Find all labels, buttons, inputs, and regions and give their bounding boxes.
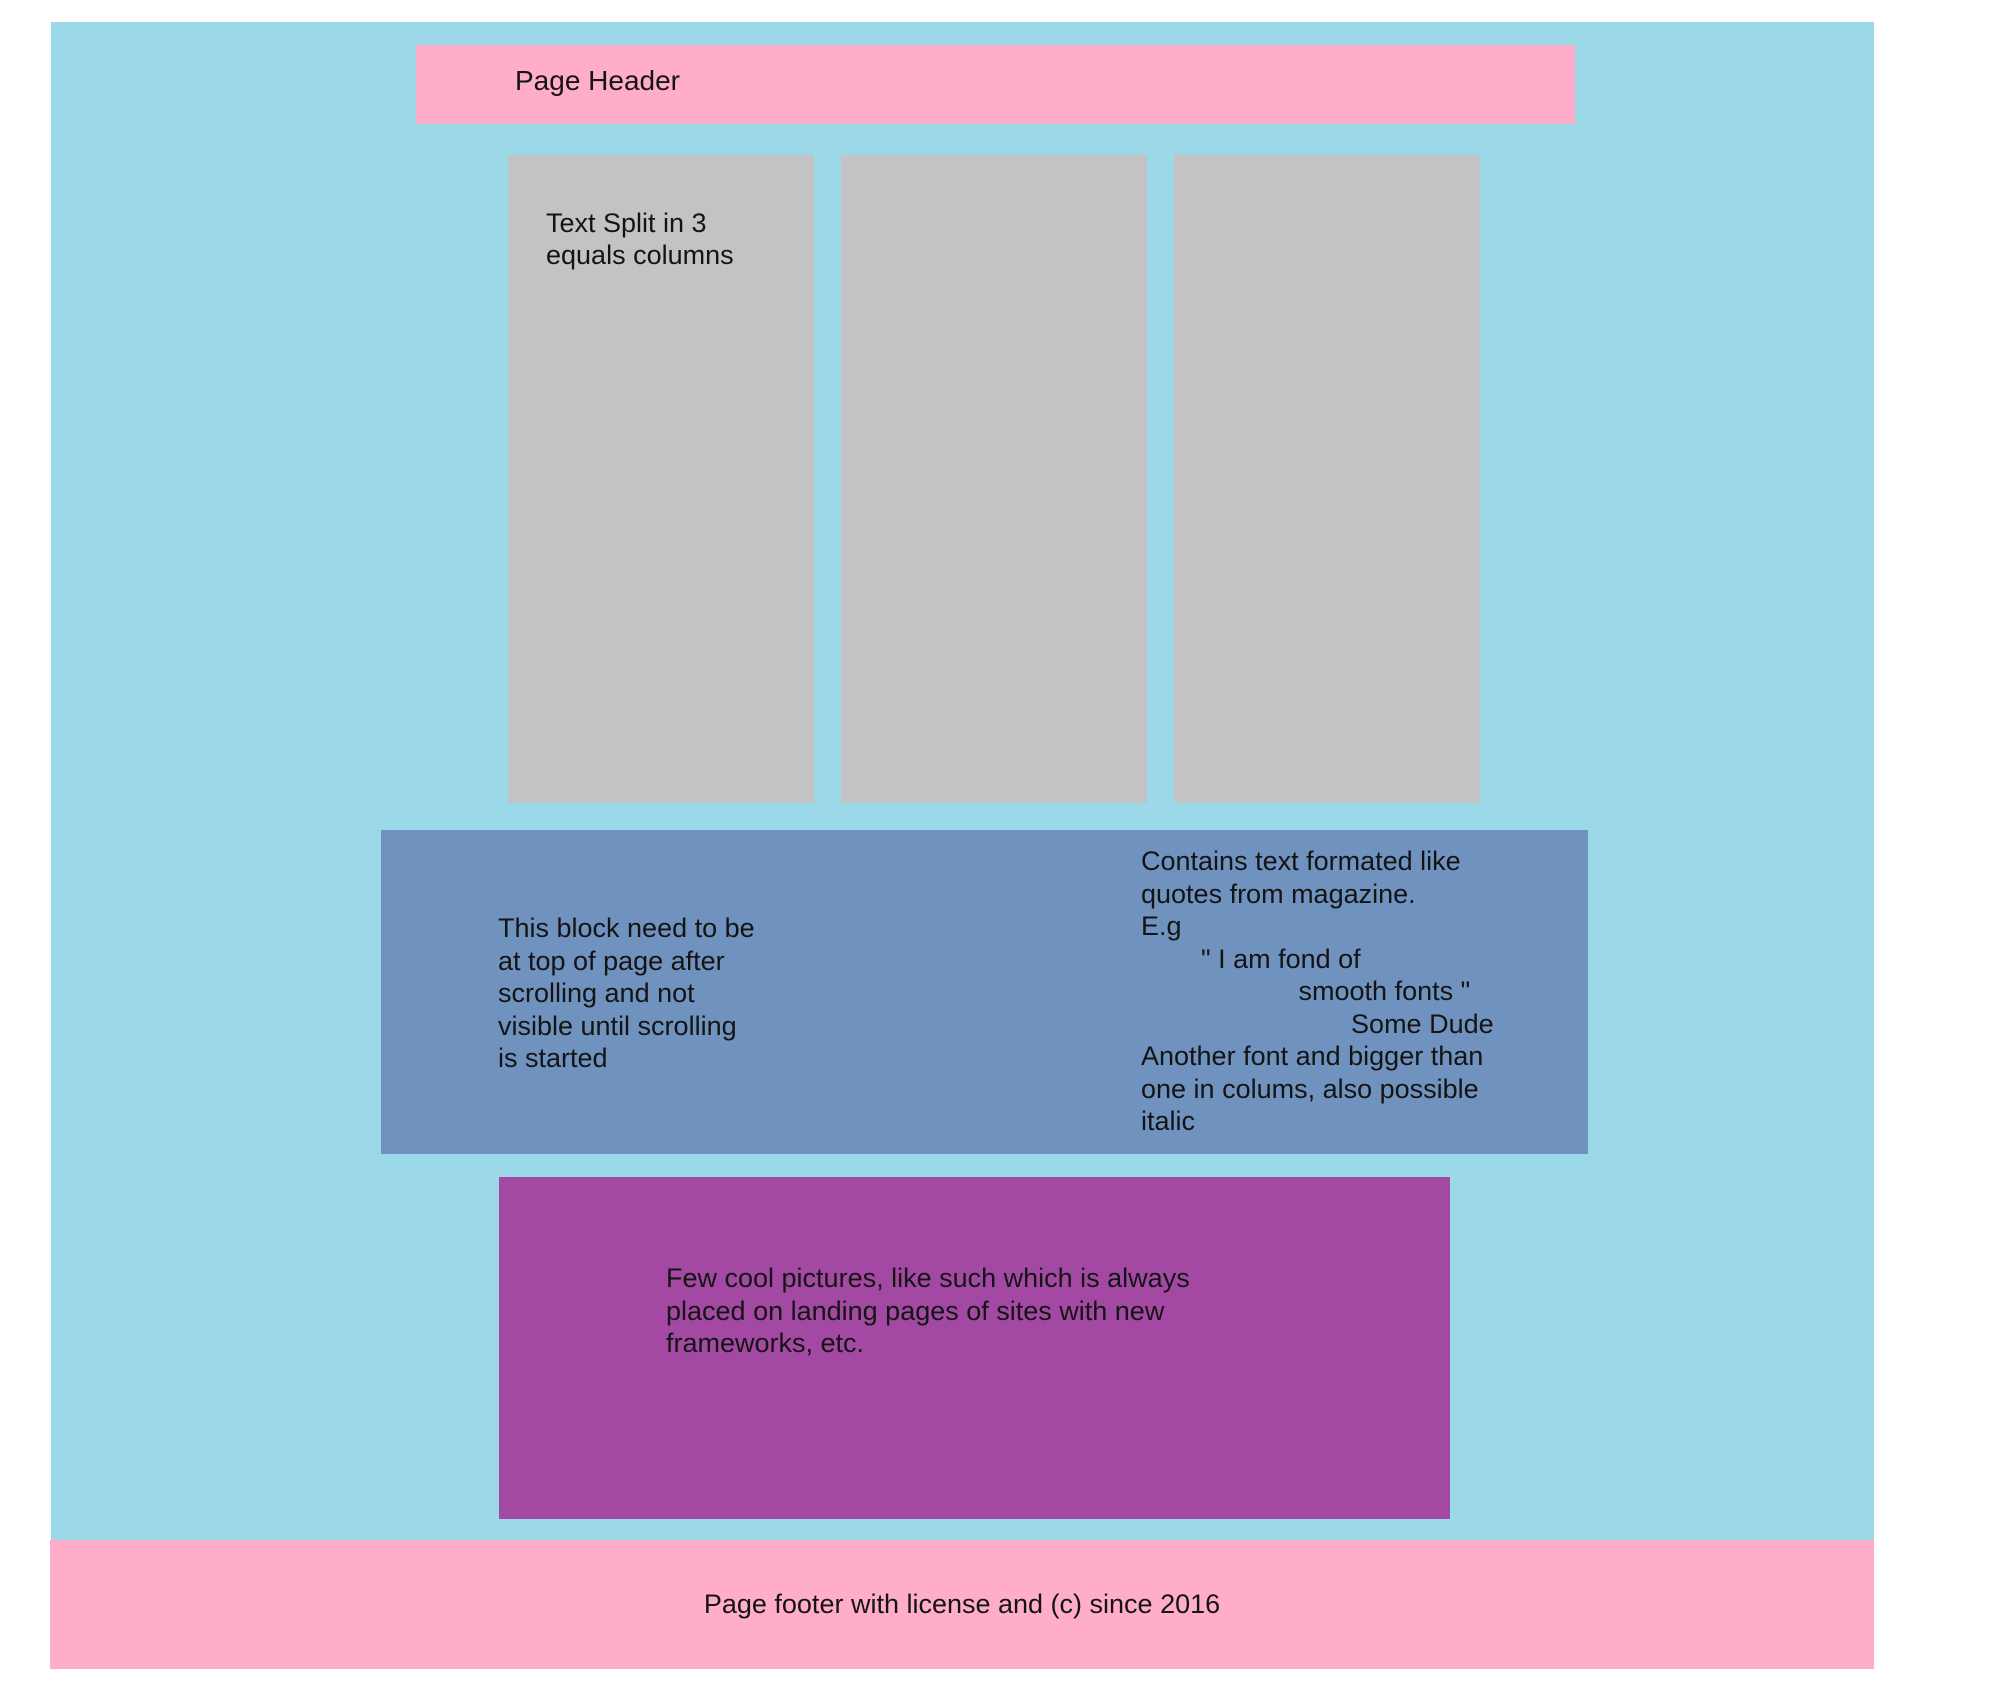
text-column-1-label: Text Split in 3 equals columns: [546, 208, 734, 270]
page-header-title: Page Header: [515, 65, 681, 96]
text-column-2: [841, 155, 1147, 803]
quote-block-label: Contains text formated like quotes from …: [1141, 846, 1494, 1136]
page-footer: Page footer with license and (c) since 2…: [50, 1540, 1874, 1669]
sticky-block: This block need to be at top of page aft…: [381, 830, 1588, 1154]
page-header: Page Header: [416, 45, 1575, 124]
page-footer-label: Page footer with license and (c) since 2…: [703, 1589, 1221, 1619]
pictures-block: Few cool pictures, like such which is al…: [499, 1177, 1450, 1519]
text-column-1: Text Split in 3 equals columns: [508, 155, 814, 803]
pictures-block-label: Few cool pictures, like such which is al…: [666, 1263, 1190, 1358]
text-column-3: [1174, 155, 1480, 803]
sticky-block-label: This block need to be at top of page aft…: [498, 913, 755, 1073]
